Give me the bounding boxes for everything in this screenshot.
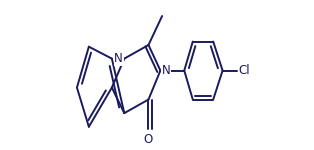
Text: N: N: [162, 64, 171, 77]
Text: O: O: [144, 133, 153, 146]
Text: Cl: Cl: [239, 64, 250, 77]
Text: N: N: [114, 52, 123, 65]
